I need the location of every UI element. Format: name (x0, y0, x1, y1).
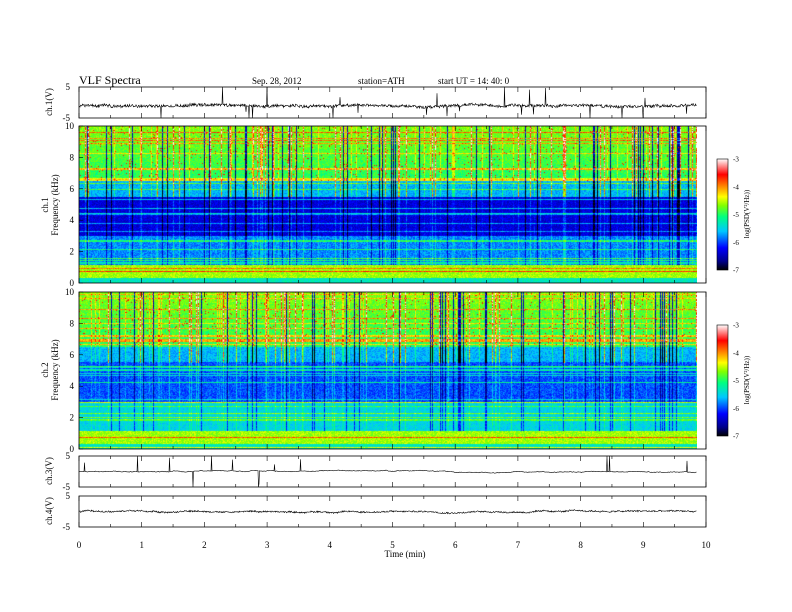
ch4-voltage-trace (78, 509, 697, 515)
ch1-spec-freq-label: Frequency (kHz) (50, 174, 60, 235)
ch4-voltage-ylabel: ch.4(V) (44, 497, 54, 525)
colorbar-tick-label: -6 (733, 405, 739, 413)
y-tick-label: 2 (70, 247, 75, 257)
colorbar-tick-label: -7 (733, 267, 739, 275)
axis-ticks (78, 87, 707, 527)
ch1-colorbar (716, 158, 729, 271)
x-tick-label: 1 (139, 540, 144, 550)
y-tick-label: 4 (70, 381, 75, 391)
y-tick-label: 5 (66, 82, 71, 92)
y-tick-label: 5 (66, 451, 71, 461)
voltage-line (78, 86, 697, 119)
y-tick-label: 8 (70, 318, 75, 328)
ch2-spec-ylabel: ch.2 (40, 362, 50, 377)
colorbar-tick-label: -5 (733, 377, 739, 385)
ch1-voltage-trace (78, 86, 697, 119)
ch1-voltage-ylabel: ch.1(V) (44, 88, 54, 116)
start-time-label: start UT = 14: 40: 0 (438, 76, 510, 86)
y-tick-label: 0 (70, 278, 75, 288)
ch2-colorbar (716, 324, 729, 437)
colorbar-tick-label: -3 (733, 322, 739, 330)
y-tick-label: -5 (63, 482, 71, 492)
y-tick-label: 6 (70, 184, 75, 194)
x-tick-label: 4 (328, 540, 333, 550)
colorbar-tick-label: -4 (733, 349, 739, 357)
x-axis-label: Time (min) (385, 549, 426, 559)
y-tick-label: 2 (70, 413, 75, 423)
colorbar-tick-label: -7 (733, 433, 739, 441)
x-tick-label: 9 (641, 540, 646, 550)
colorbar-tick-label: -6 (733, 239, 739, 247)
ch1-spec-ylabel: ch.1 (40, 197, 50, 212)
y-tick-label: -5 (63, 522, 71, 532)
x-tick-label: 8 (578, 540, 583, 550)
y-tick-label: 8 (70, 152, 75, 162)
voltage-line (78, 509, 697, 515)
y-tick-label: 10 (65, 287, 75, 297)
colorbar-tick-label: -4 (733, 183, 739, 191)
x-tick-label: 6 (453, 540, 458, 550)
ch3-voltage-trace (78, 455, 697, 488)
y-tick-label: 10 (65, 121, 75, 131)
y-tick-label: 0 (70, 444, 75, 454)
ch3-voltage-ylabel: ch.3(V) (44, 457, 54, 485)
ch2-spectrogram (79, 292, 697, 449)
ch2-colorbar-label: log(PSD(V²/Hz)) (743, 355, 751, 404)
colorbar-ticks: -3 -4 -5 -6 -7 -3 -4 -5 -6 -7 (733, 156, 739, 441)
x-tick-label: 5 (390, 540, 395, 550)
ch1-spectrogram (79, 126, 697, 283)
spectrogram-image (79, 292, 697, 449)
date-label: Sep. 28, 2012 (252, 76, 302, 86)
y-tick-label: 6 (70, 350, 75, 360)
ch1-colorbar-label: log(PSD(V²/Hz)) (743, 189, 751, 238)
spectrogram-image (79, 126, 697, 283)
colorbar-tick-label: -3 (733, 156, 739, 164)
voltage-line (78, 455, 697, 488)
y-tick-label: 4 (70, 215, 75, 225)
x-tick-label: 10 (702, 540, 712, 550)
x-tick-labels: 0 1 2 3 4 5 6 7 8 9 10 (77, 540, 711, 550)
y-tick-label: 5 (66, 491, 71, 501)
x-tick-label: 7 (516, 540, 521, 550)
y-tick-label: -5 (63, 113, 71, 123)
x-tick-label: 3 (265, 540, 270, 550)
figure-title: VLF Spectra (79, 73, 141, 87)
x-tick-label: 0 (77, 540, 82, 550)
station-label: station=ATH (358, 76, 405, 86)
x-tick-label: 2 (202, 540, 207, 550)
colorbar-tick-label: -5 (733, 211, 739, 219)
ch2-spec-freq-label: Frequency (kHz) (50, 339, 60, 400)
